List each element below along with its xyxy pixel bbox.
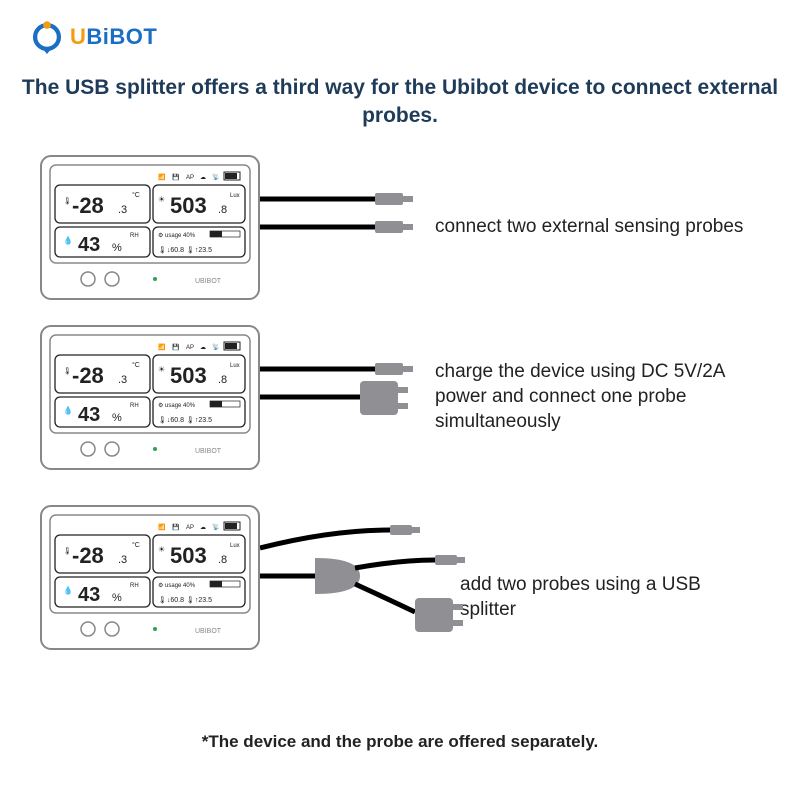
svg-text:UBIBOT: UBIBOT [195, 628, 222, 635]
svg-text:.3: .3 [118, 374, 127, 386]
probe-plus-power-icon [260, 355, 435, 435]
svg-text:⚙ usage 40%: ⚙ usage 40% [158, 232, 196, 239]
svg-text:.8: .8 [218, 204, 227, 216]
svg-text:💧: 💧 [63, 585, 73, 595]
svg-text:%: % [112, 242, 122, 254]
svg-text:Lux: Lux [230, 193, 240, 199]
svg-text:☀: ☀ [158, 365, 165, 374]
svg-text:☀: ☀ [158, 195, 165, 204]
svg-text:🌡↓60.8 🌡↑23.5: 🌡↓60.8 🌡↑23.5 [158, 596, 212, 604]
config-row-1: 📶 💾 AP ☁ 📡 🌡 -28 .3 °C ☀ 503 .8 Lux 💧 43 %… [40, 155, 760, 300]
page-title: The USB splitter offers a third way for … [0, 74, 800, 131]
svg-text:📶: 📶 [158, 173, 166, 181]
svg-text:☀: ☀ [158, 545, 165, 554]
svg-text:💾: 💾 [172, 343, 180, 351]
two-probe-cables-icon [260, 185, 430, 245]
svg-text:Lux: Lux [230, 363, 240, 369]
svg-text:🌡: 🌡 [63, 197, 72, 205]
svg-text:📶: 📶 [158, 343, 166, 351]
brand-logo: UBiBOT [30, 20, 157, 54]
config-row-2: 📶 💾 AP ☁ 📡 🌡 -28 .3 °C ☀ 503 .8 Lux 💧 43 %… [40, 325, 760, 470]
device-icon: 📶 💾 AP ☁ 📡 🌡 -28 .3 °C ☀ 503 .8 Lux 💧 43 %… [40, 155, 260, 300]
svg-text:.8: .8 [218, 554, 227, 566]
svg-text:AP: AP [186, 345, 194, 351]
svg-text:AP: AP [186, 175, 194, 181]
svg-text:503: 503 [170, 543, 207, 568]
svg-text:43: 43 [78, 404, 100, 426]
svg-text:💾: 💾 [172, 173, 180, 181]
svg-text:UBIBOT: UBIBOT [195, 448, 222, 455]
caption-3: add two probes using a USB splitter [460, 573, 760, 622]
svg-text:.3: .3 [118, 204, 127, 216]
svg-text:503: 503 [170, 193, 207, 218]
brand-name: UBiBOT [70, 24, 157, 50]
svg-text:☁: ☁ [200, 175, 206, 181]
svg-text:☁: ☁ [200, 345, 206, 351]
svg-text:🌡: 🌡 [63, 547, 72, 555]
device-icon: 📶 💾 AP ☁ 📡 🌡 -28 .3 °C ☀ 503 .8 Lux 💧 43 %… [40, 505, 260, 650]
svg-text:°C: °C [132, 191, 140, 199]
caption-2: charge the device using DC 5V/2A power a… [435, 360, 760, 434]
svg-text:🌡↓60.8 🌡↑23.5: 🌡↓60.8 🌡↑23.5 [158, 416, 212, 424]
svg-text:-28: -28 [72, 193, 104, 218]
svg-text:📡: 📡 [212, 173, 220, 181]
svg-text:°C: °C [132, 541, 140, 549]
svg-text:-28: -28 [72, 363, 104, 388]
svg-text:🌡: 🌡 [63, 367, 72, 375]
svg-text:🌡↓60.8 🌡↑23.5: 🌡↓60.8 🌡↑23.5 [158, 246, 212, 254]
svg-text:UBIBOT: UBIBOT [195, 278, 222, 285]
svg-text:43: 43 [78, 234, 100, 256]
svg-text:43: 43 [78, 584, 100, 606]
device-icon: 📶 💾 AP ☁ 📡 🌡 -28 .3 °C ☀ 503 .8 Lux 💧 43 %… [40, 325, 260, 470]
svg-text:-28: -28 [72, 543, 104, 568]
svg-text:.8: .8 [218, 374, 227, 386]
svg-text:⚙ usage 40%: ⚙ usage 40% [158, 582, 196, 589]
svg-text:⚙ usage 40%: ⚙ usage 40% [158, 402, 196, 409]
footnote: *The device and the probe are offered se… [0, 732, 800, 752]
svg-text:RH: RH [130, 403, 139, 409]
svg-text:📡: 📡 [212, 523, 220, 531]
svg-text:503: 503 [170, 363, 207, 388]
svg-text:AP: AP [186, 525, 194, 531]
caption-1: connect two external sensing probes [435, 215, 743, 240]
svg-text:°C: °C [132, 361, 140, 369]
svg-text:%: % [112, 592, 122, 604]
svg-text:💧: 💧 [63, 235, 73, 245]
svg-text:☁: ☁ [200, 525, 206, 531]
usb-splitter-icon [260, 520, 495, 650]
svg-text:💾: 💾 [172, 523, 180, 531]
logo-mark-icon [30, 20, 64, 54]
config-row-3: 📶 💾 AP ☁ 📡 🌡 -28 .3 °C ☀ 503 .8 Lux 💧 43 %… [40, 505, 760, 650]
svg-text:RH: RH [130, 233, 139, 239]
svg-text:Lux: Lux [230, 543, 240, 549]
svg-text:📡: 📡 [212, 343, 220, 351]
svg-text:RH: RH [130, 583, 139, 589]
svg-text:💧: 💧 [63, 405, 73, 415]
svg-text:📶: 📶 [158, 523, 166, 531]
svg-text:.3: .3 [118, 554, 127, 566]
svg-text:%: % [112, 412, 122, 424]
